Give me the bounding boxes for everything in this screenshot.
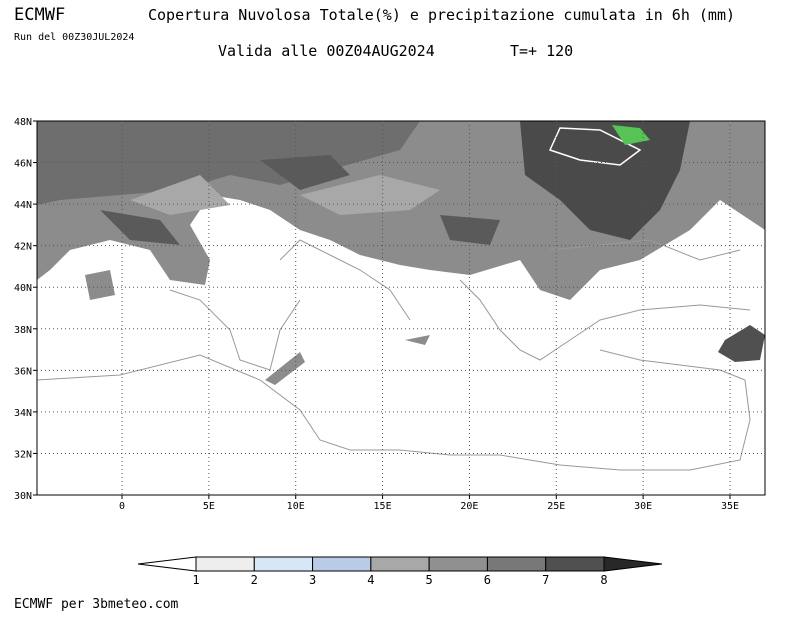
lon-label: 20E: [460, 501, 478, 512]
cloud-cover-light: [130, 175, 440, 215]
colorbar-label: 4: [367, 573, 374, 587]
lat-label: 30N: [14, 491, 32, 502]
run-label: Run del 00Z30JUL2024: [14, 32, 134, 43]
colorbar-label: 7: [542, 573, 549, 587]
lat-label: 44N: [14, 200, 32, 211]
colorbar-min: [137, 556, 197, 572]
model-name: ECMWF: [14, 5, 65, 25]
cloud-cover-dense: [520, 121, 690, 240]
axes: 48N 46N 44N 42N 40N 38N 36N 34N 32N 30N 0 5E 10E 15E 2…: [14, 117, 765, 512]
colorbar-label: 2: [251, 573, 258, 587]
step-label: T=+ 120: [510, 42, 573, 60]
lat-label: 34N: [14, 408, 32, 419]
lat-label: 48N: [14, 117, 32, 128]
colorbar-box: [370, 556, 430, 572]
lon-label: 10E: [287, 501, 305, 512]
coastline: [169, 239, 751, 371]
lat-label: 46N: [14, 159, 32, 170]
lat-label: 38N: [14, 325, 32, 336]
lon-label: 0: [119, 501, 125, 512]
colorbar-max: [603, 556, 663, 572]
valid-label: Valida alle 00Z04AUG2024: [218, 42, 435, 60]
colorbar-label: 6: [484, 573, 491, 587]
coastline: [37, 349, 751, 471]
colorbar-box: [545, 556, 605, 572]
lat-label: 40N: [14, 283, 32, 294]
colorbar-box: [312, 556, 372, 572]
cloud-cover-dense: [37, 121, 420, 205]
colorbar-label: 8: [600, 573, 607, 587]
colorbar-label: 1: [192, 573, 199, 587]
precip-contour: [548, 127, 642, 166]
lon-label: 25E: [547, 501, 565, 512]
precip-area: [612, 125, 650, 145]
colorbar-box: [195, 556, 255, 572]
lon-label: 5E: [203, 501, 215, 512]
lat-label: 42N: [14, 242, 32, 253]
lon-label: 30E: [634, 501, 652, 512]
colorbar-box: [428, 556, 488, 572]
footer: ECMWF per 3bmeteo.com: [14, 597, 179, 612]
colorbar-box: [486, 556, 547, 572]
map-area: [36, 120, 766, 496]
map-frame: [36, 120, 766, 496]
colorbar: 1 2 3 4 5 6 7 8: [137, 556, 663, 587]
colorbar-box: [253, 556, 314, 572]
lon-label: 35E: [721, 501, 739, 512]
cloud-cover-dense: [100, 155, 500, 245]
lat-label: 36N: [14, 366, 32, 377]
colorbar-label: 5: [426, 573, 433, 587]
colorbar-label: 3: [309, 573, 316, 587]
cloud-cover-dense: [718, 325, 765, 362]
lon-label: 15E: [374, 501, 392, 512]
title: Copertura Nuvolosa Totale(%) e precipita…: [148, 6, 735, 24]
lat-label: 32N: [14, 449, 32, 460]
